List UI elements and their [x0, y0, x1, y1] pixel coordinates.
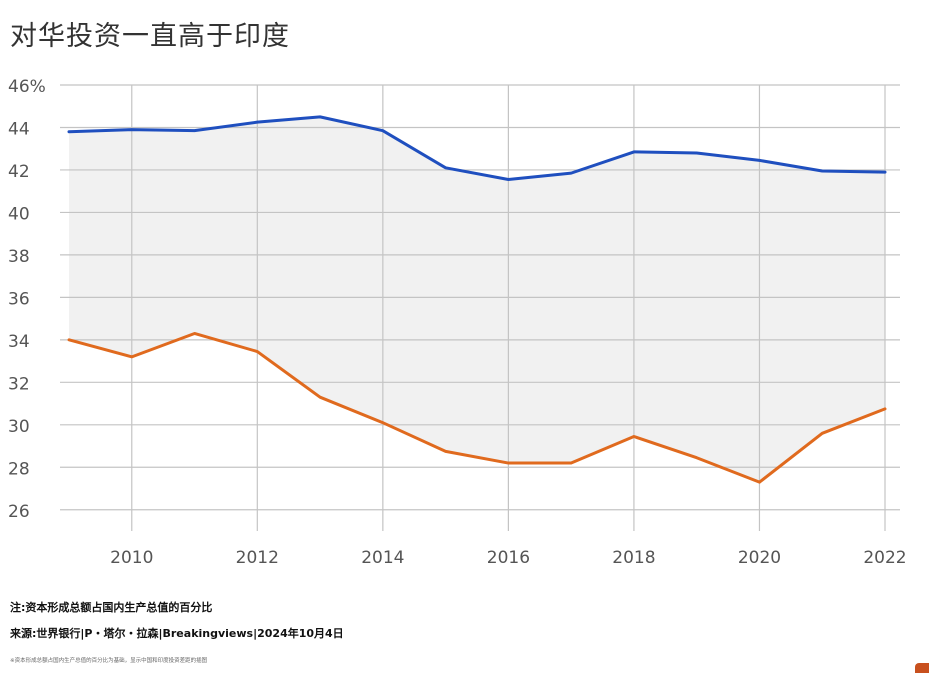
y-tick-label: 32: [8, 374, 30, 394]
x-tick-label: 2018: [612, 548, 655, 568]
corner-badge: [915, 663, 929, 673]
y-tick-label: 30: [8, 417, 30, 437]
x-tick-label: 2012: [236, 548, 279, 568]
y-tick-label: 40: [8, 204, 30, 224]
x-tick-label: 2010: [110, 548, 153, 568]
y-tick-label: 28: [8, 459, 30, 479]
x-tick-label: 2020: [738, 548, 781, 568]
y-tick-label: 26: [8, 502, 30, 522]
chart-note: 注:资本形成总额占国内生产总值的百分比: [10, 601, 213, 614]
x-tick-label: 2022: [863, 548, 906, 568]
y-tick-label: 46%: [8, 77, 46, 97]
y-tick-label: 38: [8, 247, 30, 267]
y-tick-label: 42: [8, 162, 30, 182]
y-tick-label: 44: [8, 119, 30, 139]
chart-title: 对华投资一直高于印度: [10, 21, 290, 52]
x-tick-label: 2014: [361, 548, 404, 568]
series-line-upper: [67, 115, 887, 182]
y-tick-label: 34: [8, 332, 30, 352]
chart-source: 来源:世界银行|P・塔尔・拉森|Breakingviews|2024年10月4日: [10, 627, 344, 640]
line-chart: 46% 44 42 40 38 36 34 32 30 28 26 2010 2012 2014 2016 2…: [8, 77, 907, 568]
x-tick-label: 2016: [487, 548, 530, 568]
y-tick-label: 36: [8, 289, 30, 309]
gap-shading: [69, 116, 885, 483]
image-caption: ※资本形成总额占国内生产总值的百分比为基础，显示中国和印度投资差距的插图: [10, 658, 208, 664]
series-line-lower: [67, 331, 887, 484]
